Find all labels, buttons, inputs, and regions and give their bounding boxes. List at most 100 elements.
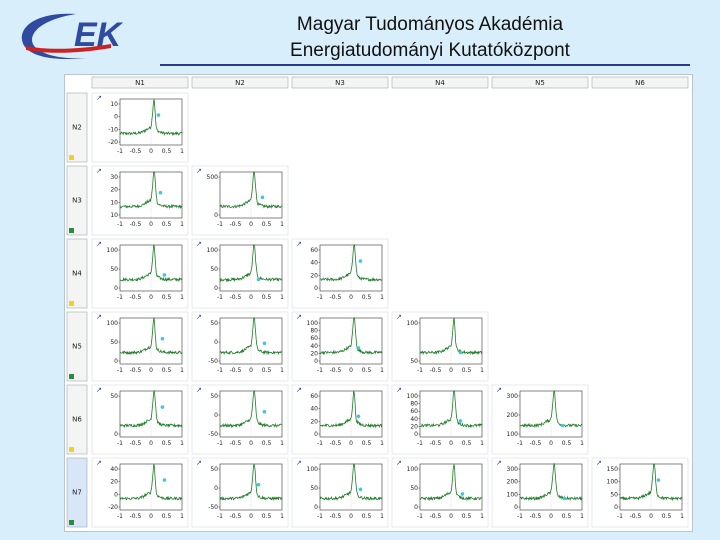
x-tick-label: 0	[249, 367, 253, 374]
peak-marker	[256, 482, 261, 487]
x-tick-label: 1	[380, 367, 384, 374]
y-tick-label: 10	[110, 212, 118, 219]
x-tick-label: 0.5	[462, 513, 472, 520]
y-tick-label: 0	[114, 285, 118, 292]
expand-arrow-icon: ↗	[196, 313, 202, 321]
x-tick-label: 0.5	[362, 294, 372, 301]
y-tick-label: 50	[210, 320, 218, 327]
x-tick-label: -0.5	[230, 221, 242, 228]
y-tick-label: -20	[108, 139, 118, 146]
correlation-trace	[519, 462, 583, 502]
peak-marker	[160, 405, 165, 409]
expand-arrow-icon: ↗	[396, 386, 402, 394]
expand-arrow-icon: ↗	[196, 459, 202, 467]
correlation-trace	[219, 171, 283, 209]
x-tick-label: 0.5	[262, 367, 272, 374]
peak-marker	[156, 113, 161, 117]
y-tick-label: 50	[410, 485, 418, 492]
x-tick-label: -1	[317, 440, 323, 447]
column-header-box	[291, 76, 389, 89]
row-label-box	[66, 165, 88, 236]
x-tick-label: 0	[149, 221, 153, 228]
x-tick-label: -1	[117, 367, 123, 374]
y-tick-label: 0	[314, 358, 318, 365]
y-tick-label: 50	[310, 485, 318, 492]
y-tick-label: 500	[207, 174, 219, 181]
y-tick-label: 20	[110, 187, 118, 194]
y-tick-label: 60	[310, 247, 318, 254]
x-tick-label: 1	[580, 513, 584, 520]
column-header-n3: N3	[335, 79, 345, 87]
y-tick-label: 100	[107, 320, 119, 327]
x-tick-label: 0	[149, 513, 153, 520]
cell-frame	[291, 384, 389, 455]
x-tick-label: -1	[317, 294, 323, 301]
y-tick-label: 20	[310, 350, 318, 357]
row-label-n7: N7	[72, 489, 82, 497]
correlation-trace	[119, 317, 183, 356]
correlation-trace	[219, 317, 283, 356]
x-tick-label: 0.5	[562, 513, 572, 520]
y-tick-label: 0	[414, 431, 418, 438]
row-status-square	[69, 301, 74, 306]
correlation-trace	[319, 317, 383, 356]
x-tick-label: -0.5	[530, 440, 542, 447]
correlation-trace	[419, 464, 482, 502]
y-tick-label: -50	[208, 504, 218, 511]
cell-frame	[291, 311, 389, 382]
x-tick-label: 0	[349, 513, 353, 520]
cell-frame	[191, 311, 289, 382]
x-tick-label: 1	[280, 294, 284, 301]
expand-arrow-icon: ↗	[296, 313, 302, 321]
x-tick-label: 0	[449, 367, 453, 374]
y-tick-label: 40	[310, 260, 318, 267]
y-tick-label: 300	[507, 466, 519, 473]
x-tick-label: -0.5	[230, 294, 242, 301]
cell-frame	[291, 457, 389, 528]
cell-frame	[91, 238, 189, 309]
x-tick-label: -0.5	[130, 367, 142, 374]
x-tick-label: -1	[217, 294, 223, 301]
y-tick-label: 10	[110, 199, 118, 206]
y-tick-label: 50	[210, 266, 218, 273]
x-tick-label: 1	[180, 513, 184, 520]
x-tick-label: 1	[680, 513, 684, 520]
y-tick-label: 0	[214, 339, 218, 346]
row-status-square	[69, 447, 74, 452]
row-label-n2: N2	[72, 124, 82, 132]
row-label-box	[66, 457, 88, 528]
x-tick-label: 0.5	[662, 513, 672, 520]
row-label-box	[66, 92, 88, 163]
column-header-n2: N2	[235, 79, 245, 87]
x-tick-label: 1	[180, 148, 184, 155]
correlation-trace	[119, 171, 183, 210]
row-label-box	[66, 311, 88, 382]
y-tick-label: 0	[314, 504, 318, 511]
cell-frame	[491, 457, 589, 528]
row-label-n3: N3	[72, 197, 82, 205]
x-tick-label: -0.5	[130, 294, 142, 301]
x-tick-label: 0	[149, 294, 153, 301]
x-tick-label: 1	[180, 294, 184, 301]
expand-arrow-icon: ↗	[96, 167, 102, 175]
x-tick-label: 0	[149, 367, 153, 374]
y-tick-label: 100	[507, 491, 519, 498]
x-tick-label: 1	[480, 367, 484, 374]
y-tick-label: -20	[108, 504, 118, 511]
x-tick-label: -0.5	[330, 367, 342, 374]
x-tick-label: -0.5	[330, 294, 342, 301]
y-tick-label: 0	[114, 114, 118, 121]
x-tick-label: -0.5	[330, 513, 342, 520]
x-tick-label: 0.5	[362, 513, 372, 520]
peak-marker	[560, 423, 565, 428]
row-label-n4: N4	[72, 270, 82, 278]
cell-frame	[191, 238, 289, 309]
y-tick-label: 30	[110, 174, 118, 181]
expand-arrow-icon: ↗	[96, 240, 102, 248]
x-tick-label: -0.5	[330, 440, 342, 447]
correlation-trace	[319, 463, 383, 502]
peak-marker	[162, 273, 167, 277]
peak-marker	[158, 190, 163, 195]
y-tick-label: -10	[108, 126, 118, 133]
